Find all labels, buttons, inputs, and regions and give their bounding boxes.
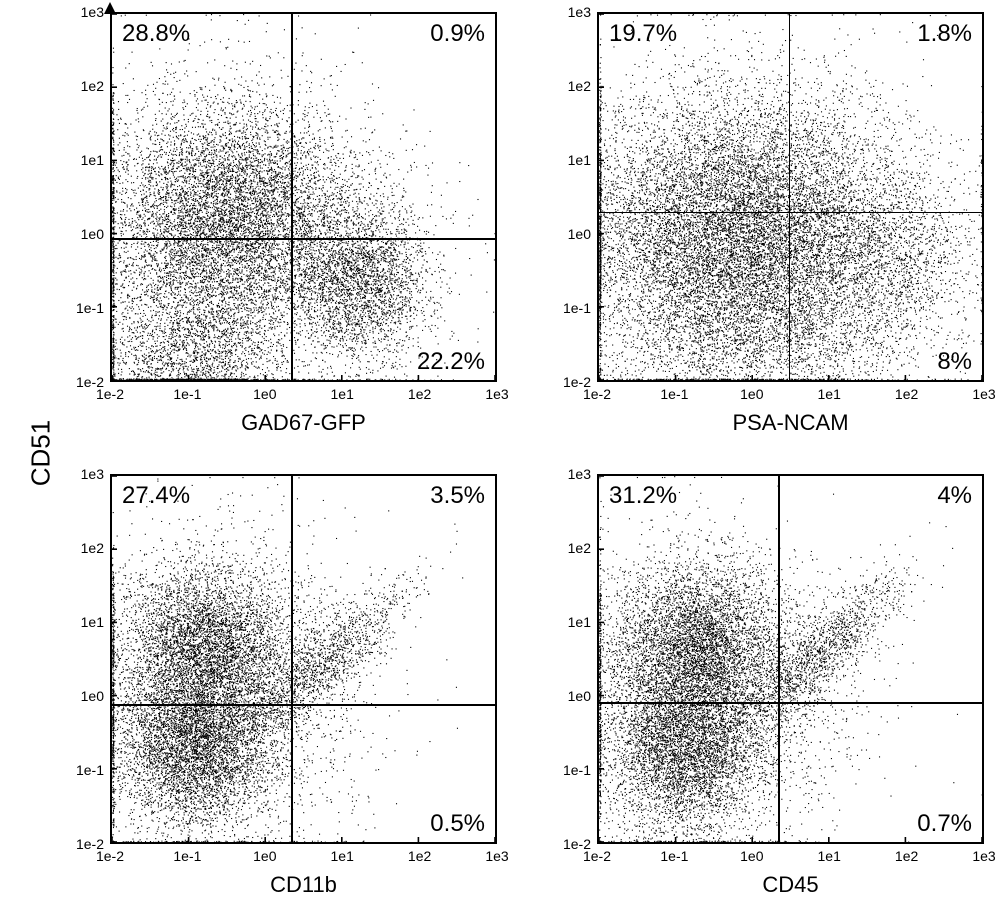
quad-percent-upper-right: 3.5% [430,482,485,510]
x-tick-label: 1e1 [818,386,841,402]
y-tick-label: 1e2 [81,78,104,94]
plot-area: 28.8% 0.9% 22.2% [110,12,497,382]
scatter-canvas [599,476,982,842]
x-tick-label: 1e1 [331,848,354,864]
x-axis-label: CD11b [110,872,497,898]
quad-percent-upper-right: 1.8% [917,20,972,48]
x-axis-label: GAD67-GFP [110,410,497,436]
y-tick-label: 1e2 [568,78,591,94]
quad-percent-upper-left: 19.7% [609,20,677,48]
quad-percent-upper-left: 31.2% [609,482,677,510]
scatter-panel-B: 19.7%1.8%8%1e-21e-11e01e11e21e31e-21e-11… [547,6,990,438]
y-ticks: 1e-21e-11e01e11e21e3 [60,474,108,844]
y-tick-label: 1e2 [568,540,591,556]
x-tick-label: 1e0 [253,848,276,864]
y-tick-label: 1e-1 [76,300,104,316]
x-tick-label: 1e0 [740,386,763,402]
y-tick-label: 1e3 [568,4,591,20]
x-tick-label: 1e2 [895,386,918,402]
x-tick-label: 1e-2 [583,386,611,402]
y-tick-label: 1e-1 [563,300,591,316]
scatter-panel-A: 28.8%0.9%22.2%1e-21e-11e01e11e21e31e-21e… [60,6,503,438]
x-tick-label: 1e-1 [173,386,201,402]
quad-percent-lower-right: 0.7% [917,810,972,838]
x-tick-label: 1e3 [972,848,995,864]
plot-area: 27.4% 3.5% 0.5% [110,474,497,844]
plot-area: 31.2% 4% 0.7% [597,474,984,844]
y-tick-label: 1e1 [81,614,104,630]
x-ticks: 1e-21e-11e01e11e21e3 [110,846,497,870]
x-tick-label: 1e-1 [660,386,688,402]
y-tick-label: 1e1 [568,152,591,168]
x-tick-label: 1e3 [972,386,995,402]
x-tick-label: 1e0 [740,848,763,864]
x-tick-label: 1e-2 [583,848,611,864]
x-tick-label: 1e0 [253,386,276,402]
scatter-canvas [112,14,495,380]
scatter-panel-D: 31.2%4%0.7%1e-21e-11e01e11e21e31e-21e-11… [547,468,990,900]
y-ticks: 1e-21e-11e01e11e21e3 [60,12,108,382]
quad-percent-lower-right: 8% [937,348,972,376]
y-tick-label: 1e-1 [563,762,591,778]
x-tick-label: 1e1 [818,848,841,864]
y-tick-label: 1e0 [568,688,591,704]
y-tick-label: 1e3 [81,4,104,20]
x-ticks: 1e-21e-11e01e11e21e3 [597,384,984,408]
y-tick-label: 1e-1 [76,762,104,778]
y-tick-label: 1e0 [568,226,591,242]
flow-cytometry-figure: CD51 28.8% 0.9% 22.2% 1e-2 1e-1 1e0 1e1 1e2 1e3 1… [0,0,1000,906]
x-tick-label: 1e3 [485,848,508,864]
quad-percent-upper-right: 4% [937,482,972,510]
y-ticks: 1e-21e-11e01e11e21e3 [547,12,595,382]
x-tick-label: 1e2 [408,848,431,864]
x-tick-label: 1e-2 [96,386,124,402]
y-tick-label: 1e1 [568,614,591,630]
y-tick-label: 1e1 [81,152,104,168]
x-tick-label: 1e1 [331,386,354,402]
x-tick-label: 1e2 [408,386,431,402]
quad-percent-upper-left: 28.8% [122,20,190,48]
plot-area: 19.7% 1.8% 8% [597,12,984,382]
quad-percent-upper-right: 0.9% [430,20,485,48]
scatter-panel-C: 27.4%3.5%0.5%1e-21e-11e01e11e21e31e-21e-… [60,468,503,900]
y-tick-label: 1e3 [81,466,104,482]
quad-percent-upper-left: 27.4% [122,482,190,510]
x-ticks: 1e-21e-11e01e11e21e3 [597,846,984,870]
y-ticks: 1e-21e-11e01e11e21e3 [547,474,595,844]
y-tick-label: 1e2 [81,540,104,556]
quad-percent-lower-right: 0.5% [430,810,485,838]
x-tick-label: 1e-1 [660,848,688,864]
x-tick-label: 1e3 [485,386,508,402]
y-tick-label: 1e0 [81,226,104,242]
x-axis-label: CD45 [597,872,984,898]
x-axis-label: PSA-NCAM [597,410,984,436]
y-tick-label: 1e0 [81,688,104,704]
scatter-canvas [599,14,982,380]
x-tick-label: 1e-1 [173,848,201,864]
scatter-canvas [112,476,495,842]
y-tick-label: 1e3 [568,466,591,482]
quad-percent-lower-right: 22.2% [417,348,485,376]
panel-grid: 28.8% 0.9% 22.2% 1e-2 1e-1 1e0 1e1 1e2 1e3 1e-2 1e… [60,6,990,900]
x-ticks: 1e-21e-11e01e11e21e3 [110,384,497,408]
x-tick-label: 1e-2 [96,848,124,864]
y-axis-label-global: CD51 [26,420,57,486]
x-tick-label: 1e2 [895,848,918,864]
